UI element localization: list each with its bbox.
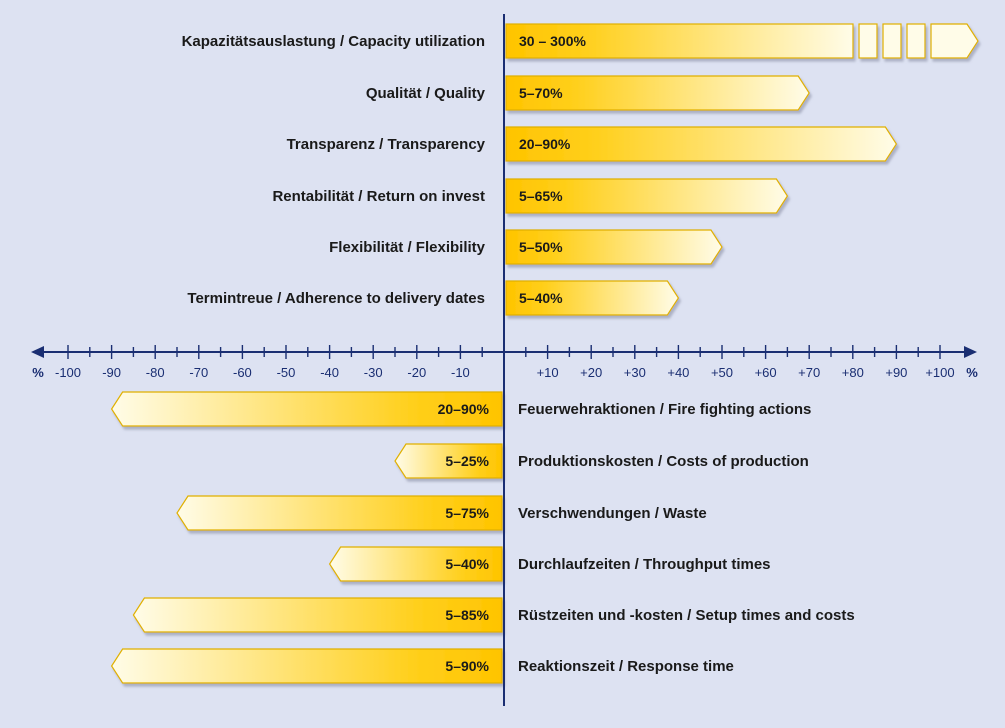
tick-label: +10 xyxy=(537,365,559,380)
bar-increase-broken xyxy=(505,23,979,59)
tick-label: -20 xyxy=(407,365,426,380)
range-label: 5–75% xyxy=(445,505,489,521)
range-label: 20–90% xyxy=(519,136,571,152)
tick-label: -70 xyxy=(189,365,208,380)
axis-arrow-right xyxy=(964,346,977,358)
category-label: Produktionskosten / Costs of production xyxy=(518,453,809,470)
bar-arrow-tip xyxy=(930,23,979,59)
bar-reduction xyxy=(176,495,503,531)
bar-reduction xyxy=(394,443,503,479)
category-label: Rüstzeiten und -kosten / Setup times and… xyxy=(518,607,855,624)
bar-increase xyxy=(505,178,789,214)
bar-increase xyxy=(505,229,723,265)
axis-unit-right: % xyxy=(966,365,978,380)
bar-reduction xyxy=(110,648,503,684)
tick-label: -60 xyxy=(233,365,252,380)
tick-label: +20 xyxy=(580,365,602,380)
range-label: 5–25% xyxy=(445,453,489,469)
tick-label: +80 xyxy=(842,365,864,380)
bar-reduction xyxy=(132,597,503,633)
category-label: Feuerwehraktionen / Fire fighting action… xyxy=(518,401,811,418)
category-label: Termintreue / Adherence to delivery date… xyxy=(187,290,485,307)
category-label: Kapazitätsauslastung / Capacity utilizat… xyxy=(182,33,485,50)
bar-increase xyxy=(505,280,680,316)
range-label: 5–40% xyxy=(445,556,489,572)
tick-label: -90 xyxy=(102,365,121,380)
tick-label: +50 xyxy=(711,365,733,380)
range-label: 5–90% xyxy=(445,658,489,674)
bar-increase xyxy=(505,75,810,111)
tick-label: +90 xyxy=(885,365,907,380)
tick-label: +60 xyxy=(755,365,777,380)
bar-break-segment xyxy=(882,23,902,59)
category-label: Transparenz / Transparency xyxy=(287,136,486,153)
range-label: 5–40% xyxy=(519,290,563,306)
tick-label: -10 xyxy=(451,365,470,380)
range-label: 5–50% xyxy=(519,239,563,255)
range-label: 5–65% xyxy=(519,188,563,204)
bar-increase xyxy=(505,126,898,162)
bar-reduction xyxy=(328,546,503,582)
range-label: 5–70% xyxy=(519,85,563,101)
category-label: Reaktionszeit / Response time xyxy=(518,658,734,675)
axis-arrow-left xyxy=(31,346,44,358)
bar-reduction xyxy=(110,391,503,427)
range-label: 30 – 300% xyxy=(519,33,586,49)
tick-label: -40 xyxy=(320,365,339,380)
tick-label: +30 xyxy=(624,365,646,380)
category-label: Flexibilität / Flexibility xyxy=(329,239,486,256)
tick-label: +70 xyxy=(798,365,820,380)
tick-label: -50 xyxy=(277,365,296,380)
category-label: Qualität / Quality xyxy=(366,85,486,102)
range-label: 20–90% xyxy=(438,401,490,417)
tick-label: -100 xyxy=(55,365,81,380)
category-label: Rentabilität / Return on invest xyxy=(272,188,485,205)
tick-label: -30 xyxy=(364,365,383,380)
range-label: 5–85% xyxy=(445,607,489,623)
tick-label: +40 xyxy=(667,365,689,380)
tick-label: -80 xyxy=(146,365,165,380)
bar-break-segment xyxy=(858,23,878,59)
category-label: Durchlaufzeiten / Throughput times xyxy=(518,556,771,573)
axis-unit-left: % xyxy=(32,365,44,380)
tick-label: +100 xyxy=(925,365,954,380)
bar-break-segment xyxy=(906,23,926,59)
category-label: Verschwendungen / Waste xyxy=(518,505,707,522)
